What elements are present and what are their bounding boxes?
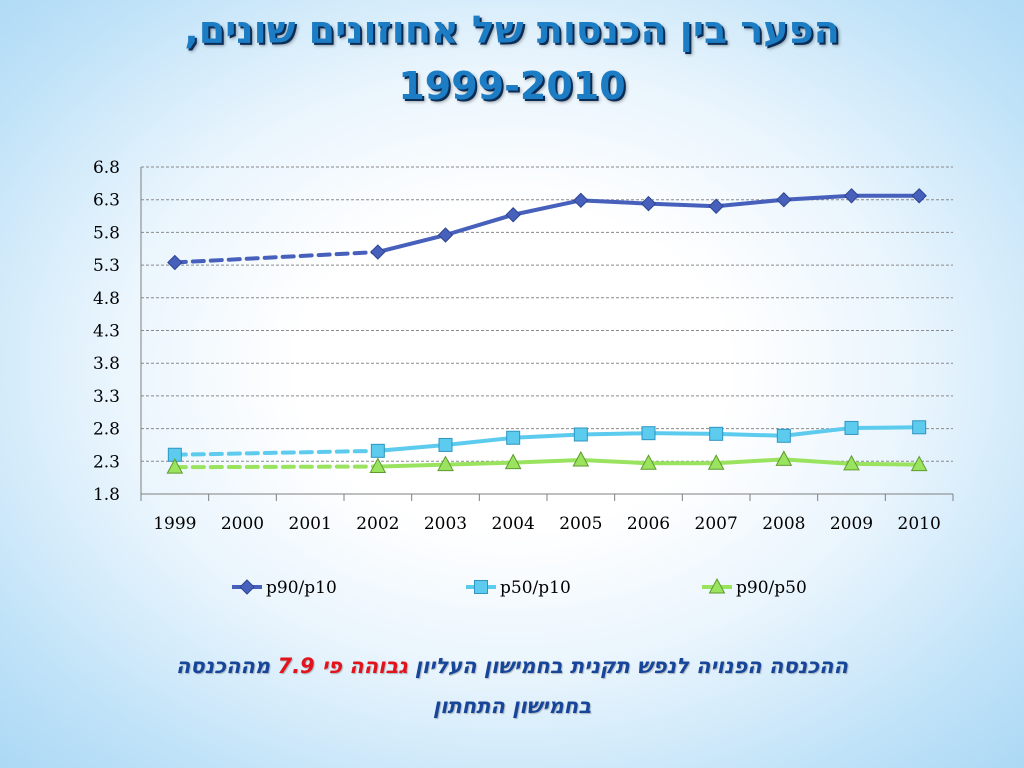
x-tick-label: 2010: [898, 514, 941, 534]
series-gap-line: [172, 448, 380, 457]
slide-title: הפער בין הכנסות של אחוזונים שונים, 1999-…: [0, 2, 1024, 114]
data-point: [437, 455, 454, 472]
y-tick-label: 6.8: [93, 158, 120, 178]
series-p90-p50: [172, 457, 920, 470]
data-point: [506, 430, 521, 445]
y-tick-label: 5.3: [93, 256, 120, 276]
data-point: [708, 198, 724, 214]
x-tick-label: 2000: [221, 514, 264, 534]
legend-marker: [708, 577, 726, 594]
series-gap-line: [172, 464, 380, 470]
y-tick-label: 2.3: [93, 452, 120, 472]
legend-label: p90/p10: [266, 578, 337, 598]
x-tick-label: 2005: [559, 514, 602, 534]
data-point: [775, 450, 793, 466]
title-line-2: 1999-2010: [398, 64, 626, 108]
series-p90-p10: [172, 193, 920, 265]
legend-label: p50/p10: [500, 578, 571, 598]
data-point: [370, 443, 385, 458]
data-point: [640, 454, 657, 470]
y-tick-label: 4.8: [93, 289, 120, 309]
x-tick-label: 2001: [289, 514, 332, 534]
data-point: [369, 457, 387, 474]
y-tick-label: 4.3: [93, 322, 120, 342]
legend-marker: [474, 580, 488, 594]
x-tick-label: 2007: [695, 514, 738, 534]
footnote-text-c: מההכנסה: [175, 654, 278, 678]
title-line-1: הפער בין הכנסות של אחוזונים שונים,: [184, 8, 840, 52]
data-point: [573, 192, 589, 209]
data-point: [505, 207, 521, 223]
footnote-highlight: גבוהה פי 7.9: [277, 654, 408, 678]
footnote-text-a: ההכנסה הפנויה לנפש תקנית בחמישון העליון: [407, 654, 849, 678]
data-point: [844, 420, 859, 435]
data-point: [437, 227, 454, 243]
y-tick-label: 1.8: [93, 485, 120, 505]
footnote-line-1: ההכנסה הפנויה לנפש תקנית בחמישון העליון …: [0, 646, 1024, 686]
data-point: [912, 420, 927, 435]
y-tick-label: 3.3: [93, 387, 120, 407]
data-point: [911, 188, 927, 204]
x-tick-label: 2004: [492, 514, 535, 534]
x-tick-label: 2008: [762, 514, 805, 534]
data-point: [438, 437, 453, 452]
data-point: [910, 455, 928, 472]
footnote: ההכנסה הפנויה לנפש תקנית בחמישון העליון …: [0, 646, 1024, 726]
data-point: [843, 188, 860, 204]
data-point: [166, 458, 184, 474]
data-point: [640, 195, 657, 212]
x-tick-label: 2002: [356, 514, 399, 534]
y-tick-label: 3.8: [93, 354, 120, 374]
data-point: [370, 244, 386, 260]
footnote-line-2: בחמישון התחתון: [432, 694, 592, 718]
data-point: [843, 454, 860, 471]
data-point: [707, 454, 725, 470]
data-point: [776, 191, 792, 208]
x-tick-label: 1999: [153, 514, 196, 534]
line-chart: 6.8 6.3 5.8 5.3 4.8 4.3 3.8 3.3 2.8 2.3 1.8 1999 200…: [93, 158, 954, 598]
y-tick-label: 5.8: [93, 223, 120, 243]
data-point: [641, 426, 656, 441]
data-point: [504, 453, 522, 470]
legend-marker: [239, 579, 255, 595]
y-tick-label: 2.8: [93, 420, 120, 440]
legend-label: p90/p50: [736, 578, 807, 598]
data-point: [167, 254, 183, 271]
data-point: [776, 428, 791, 443]
x-tick-label: 2006: [627, 514, 670, 534]
series-p50-p10: [172, 425, 920, 457]
y-tick-label: 6.3: [93, 191, 120, 211]
data-point: [572, 450, 590, 467]
x-tick-label: 2003: [424, 514, 467, 534]
x-tick-label: 2009: [830, 514, 873, 534]
data-point: [573, 427, 588, 442]
data-point: [709, 426, 724, 441]
series-gap-line: [172, 250, 380, 265]
